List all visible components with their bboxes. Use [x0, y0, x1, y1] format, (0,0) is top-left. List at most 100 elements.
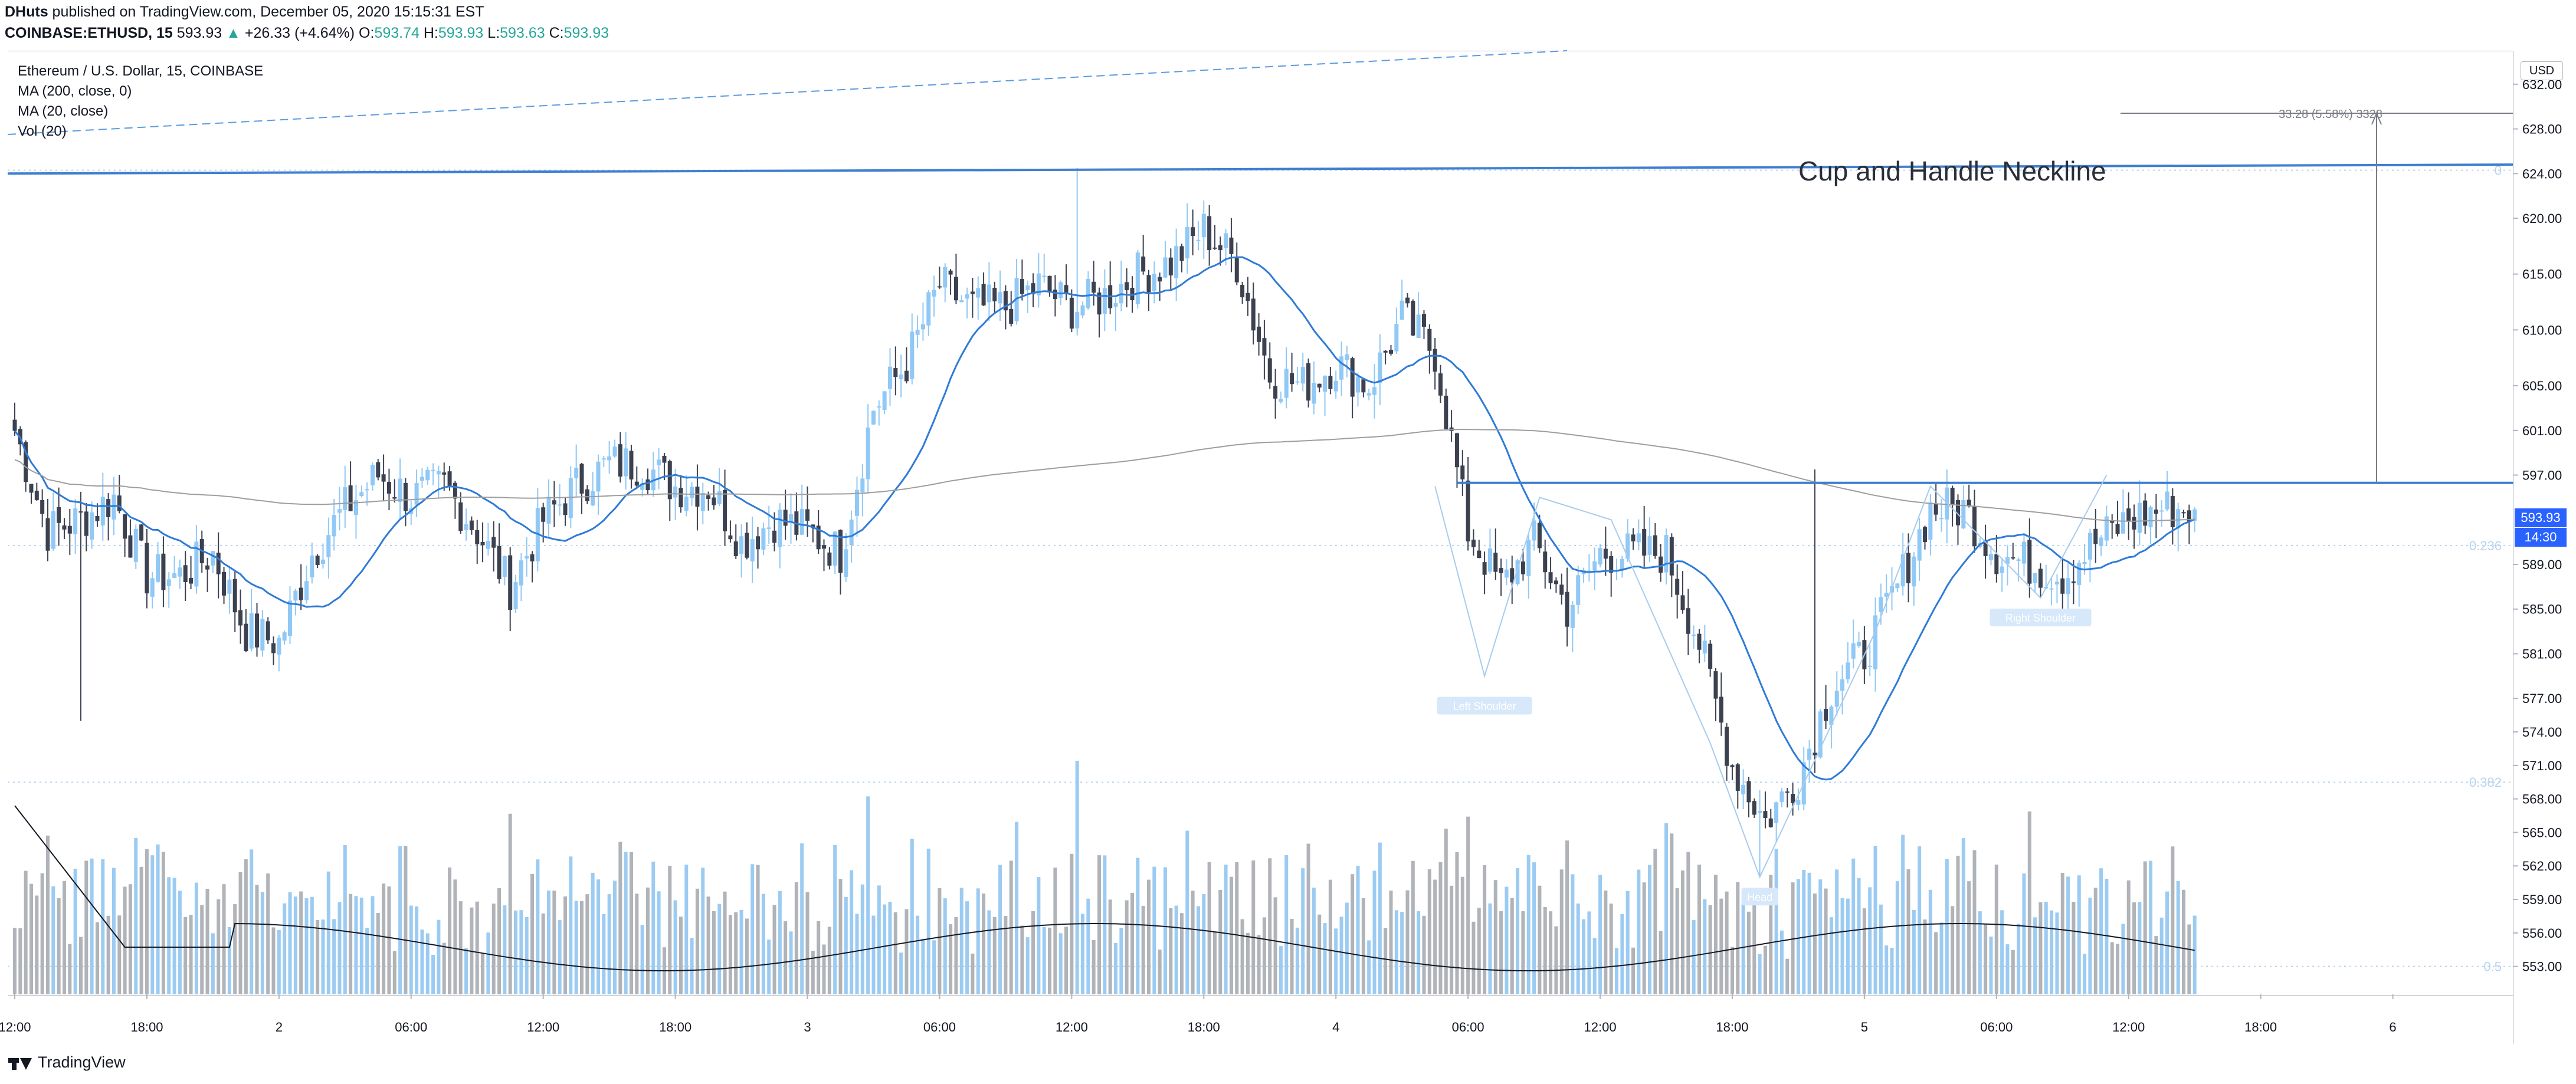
volume-bar	[398, 846, 402, 994]
time-tick-label: 06:00	[1980, 1020, 2013, 1034]
volume-bar	[1818, 879, 1823, 994]
volume-bar	[695, 888, 699, 994]
volume-bar	[475, 901, 479, 994]
volume-bar	[629, 852, 633, 994]
symbol-label: COINBASE:ETHUSD, 15	[5, 25, 173, 41]
bar-countdown-label: 14:30	[2515, 528, 2567, 547]
candle-body	[1097, 293, 1102, 315]
volume-bar	[855, 914, 859, 994]
candle-body	[772, 530, 777, 543]
volume-bar	[1637, 869, 1641, 994]
candle-body	[1394, 324, 1399, 352]
volume-bar	[1956, 855, 1960, 994]
time-tick-label: 18:00	[659, 1020, 691, 1034]
candle-body	[1146, 275, 1151, 293]
volume-bar	[1246, 932, 1250, 994]
candle-body	[244, 623, 248, 652]
volume-bar	[1918, 846, 1922, 994]
volume-bar	[1972, 850, 1977, 994]
candle-body	[700, 492, 705, 511]
volume-bar	[1422, 915, 1426, 994]
last-price: 593.93	[176, 25, 222, 41]
volume-bar	[497, 888, 502, 994]
candle-body	[1779, 791, 1784, 802]
candle-body	[1620, 559, 1624, 571]
volume-bar	[1114, 943, 1117, 994]
candle-body	[172, 573, 177, 578]
candle-body	[1625, 533, 1630, 559]
volume-bar	[250, 849, 254, 994]
candle-body	[2143, 500, 2148, 526]
volume-bar	[1224, 864, 1228, 994]
volume-bar	[728, 915, 732, 994]
candle-body	[1576, 575, 1581, 605]
volume-bar	[1268, 858, 1272, 994]
volume-bar	[1086, 898, 1090, 994]
volume-bar	[437, 919, 441, 994]
candle-body	[1218, 245, 1223, 250]
volume-bar	[1730, 947, 1734, 994]
candle-body	[1504, 569, 1509, 578]
volume-bar	[822, 944, 826, 994]
volume-bar	[1384, 928, 1388, 994]
candle-body	[1323, 376, 1328, 392]
currency-button[interactable]: USD	[2521, 61, 2563, 80]
legend-volume[interactable]: Vol (20)	[18, 123, 67, 139]
candle-body	[337, 509, 342, 513]
candle-body	[2148, 507, 2153, 528]
volume-bar	[1207, 862, 1211, 994]
candle-body	[332, 515, 336, 537]
volume-bar	[1582, 919, 1586, 994]
candle-body	[2066, 578, 2070, 594]
candle-body	[271, 643, 276, 653]
legend-ma200[interactable]: MA (200, close, 0)	[18, 83, 132, 99]
candle-body	[1906, 553, 1911, 583]
volume-bar	[1763, 945, 1767, 994]
candle-body	[376, 462, 381, 478]
candle-body	[1427, 329, 1432, 351]
candle-body	[766, 527, 771, 529]
candle-body	[1003, 291, 1008, 311]
chart-frame[interactable]	[8, 51, 2513, 996]
volume-bar	[899, 952, 903, 994]
candle-body	[2099, 537, 2103, 546]
legend-ma20[interactable]: MA (20, close)	[18, 103, 109, 119]
tradingview-brand[interactable]: TradingView	[8, 1053, 126, 1072]
candle-body	[2170, 496, 2175, 528]
volume-bar	[1989, 936, 1993, 994]
volume-bar	[1609, 904, 1613, 994]
candle-body	[1725, 727, 1729, 766]
volume-bar	[1488, 903, 1492, 994]
volume-bar	[57, 898, 61, 994]
legend-title[interactable]: Ethereum / U.S. Dollar, 15, COINBASE	[18, 63, 264, 79]
candle-body	[799, 508, 804, 535]
candle-body	[112, 494, 116, 520]
volume-bar	[541, 913, 545, 994]
cup-handle-neckline	[7, 163, 2513, 175]
candle-body	[447, 471, 452, 487]
candle-body	[348, 485, 353, 511]
price-tick-label: 581.00	[2522, 646, 2562, 661]
volume-bar	[1064, 927, 1069, 994]
volume-bar	[1334, 928, 1338, 994]
candle-body	[987, 284, 991, 303]
candle-body	[1444, 395, 1448, 429]
volume-bar	[690, 938, 694, 994]
volume-bar	[1713, 875, 1718, 994]
volume-bar	[211, 933, 215, 994]
candle-body	[497, 546, 502, 579]
candle-body	[1537, 523, 1542, 548]
volume-bar	[1427, 869, 1431, 994]
volume-bar	[1433, 879, 1437, 994]
author-name[interactable]: DHuts	[5, 4, 48, 20]
candle-body	[1262, 338, 1267, 356]
volume-bar	[679, 917, 683, 994]
candle-body	[1257, 326, 1261, 342]
candle-body	[893, 368, 898, 377]
volume-bar	[745, 918, 749, 994]
candle-body	[1020, 279, 1024, 294]
candle-body	[1421, 314, 1426, 327]
candle-body	[2038, 569, 2043, 588]
candle-body	[117, 495, 122, 511]
